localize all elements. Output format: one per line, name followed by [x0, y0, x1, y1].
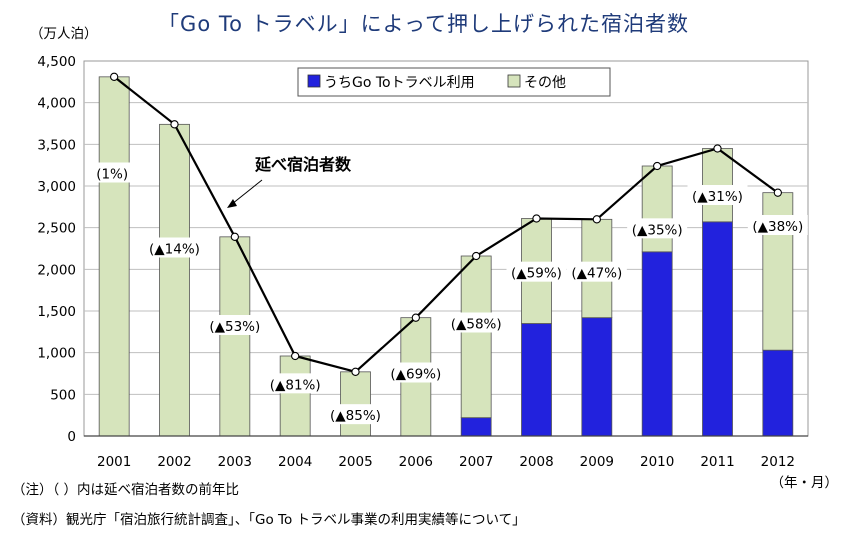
x-tick-label: 2003: [218, 454, 252, 470]
bar-other: [279, 355, 311, 437]
y-tick-label: 2,000: [37, 262, 76, 278]
data-label: (▲85%): [330, 408, 381, 424]
bar-other: [340, 371, 371, 437]
data-label-bg: [325, 404, 386, 425]
chart-title: 「Go To トラベル」によって押し上げられた宿泊者数: [158, 12, 689, 36]
total-point: [351, 367, 360, 376]
data-label: (▲31%): [692, 189, 743, 205]
data-label: (▲53%): [209, 319, 260, 335]
legend-label-goto: うちGo Toトラベル利用: [324, 75, 475, 91]
total-point: [170, 120, 179, 129]
y-tick-label: 0: [67, 429, 76, 445]
annotation-arrowhead: [227, 199, 237, 208]
bar-goto: [702, 221, 733, 437]
data-label: (▲69%): [390, 367, 441, 383]
data-label: (▲81%): [270, 377, 321, 393]
legend-swatch-goto: [307, 74, 321, 88]
data-label-bg: [265, 373, 326, 394]
bar-goto: [581, 317, 613, 437]
data-label-bg: [687, 185, 748, 205]
y-tick-label: 1,500: [37, 304, 76, 320]
x-tick-label: 2006: [399, 454, 433, 470]
chart-source: （資料）観光庁「宿泊旅行統計調査」、「Go To トラベル事業の利用実績等につい…: [12, 512, 526, 528]
bar-goto: [762, 349, 794, 437]
data-label: (▲14%): [149, 242, 200, 258]
data-label-bg: [91, 162, 134, 183]
bar-other: [98, 76, 130, 437]
data-label-bg: [144, 237, 205, 258]
total-point: [773, 188, 782, 197]
y-tick-label: 500: [50, 387, 76, 403]
data-label-bg: [506, 261, 567, 282]
legend-box: [297, 67, 611, 97]
x-tick-label: 2001: [97, 454, 131, 470]
data-label: (▲47%): [571, 266, 622, 282]
data-label: (▲38%): [752, 219, 803, 235]
y-tick-label: 4,500: [37, 54, 76, 70]
total-point: [592, 215, 601, 224]
bar-other: [159, 123, 190, 437]
line-annotation: 延べ宿泊者数: [254, 155, 352, 174]
x-tick-label: 2007: [459, 454, 493, 470]
total-line: [113, 75, 779, 374]
legend-swatch-other: [507, 74, 521, 88]
y-tick-label: 4,000: [37, 96, 76, 112]
bar-goto: [641, 251, 673, 437]
total-point: [110, 72, 119, 81]
total-point: [532, 214, 541, 223]
legend-label-other: その他: [524, 75, 566, 91]
y-tick-label: 3,000: [37, 179, 76, 195]
y-tick-label: 3,500: [37, 137, 76, 153]
x-tick-label: 2012: [761, 454, 795, 470]
total-point: [713, 144, 722, 153]
y-axis-title: （万人泊）: [30, 26, 98, 42]
data-label-bg: [747, 215, 808, 235]
x-tick-label: 2010: [640, 454, 674, 470]
data-label-bg: [627, 218, 688, 239]
total-point: [411, 313, 420, 322]
x-tick-label: 2009: [580, 454, 614, 470]
bar-other: [460, 255, 492, 419]
bar-other: [641, 165, 673, 253]
bar-other: [219, 236, 251, 437]
annotation-arrow: [231, 179, 263, 205]
x-tick-label: 2008: [519, 454, 553, 470]
total-point: [291, 351, 300, 361]
x-tick-label: 2005: [338, 454, 372, 470]
total-point: [230, 232, 239, 241]
data-label: (▲59%): [511, 266, 562, 282]
chart-note: （注）（ ）内は延べ宿泊者数の前年比: [12, 482, 240, 498]
bar-goto: [521, 323, 552, 437]
total-point: [653, 161, 662, 171]
y-tick-label: 1,000: [37, 346, 76, 362]
data-label-bg: [446, 312, 507, 333]
data-label-bg: [385, 362, 446, 383]
total-point: [472, 251, 481, 261]
x-axis-title: （年・月）: [771, 475, 839, 491]
data-label-bg: [204, 315, 265, 335]
bar-goto: [460, 417, 492, 437]
x-tick-label: 2011: [700, 454, 734, 470]
data-label: (1%): [96, 167, 128, 183]
x-tick-label: 2004: [278, 454, 312, 470]
data-label: (▲35%): [632, 222, 683, 238]
y-tick-label: 2,500: [37, 221, 76, 237]
data-label-bg: [566, 261, 627, 282]
x-tick-label: 2002: [157, 454, 191, 470]
data-label: (▲58%): [451, 317, 502, 333]
